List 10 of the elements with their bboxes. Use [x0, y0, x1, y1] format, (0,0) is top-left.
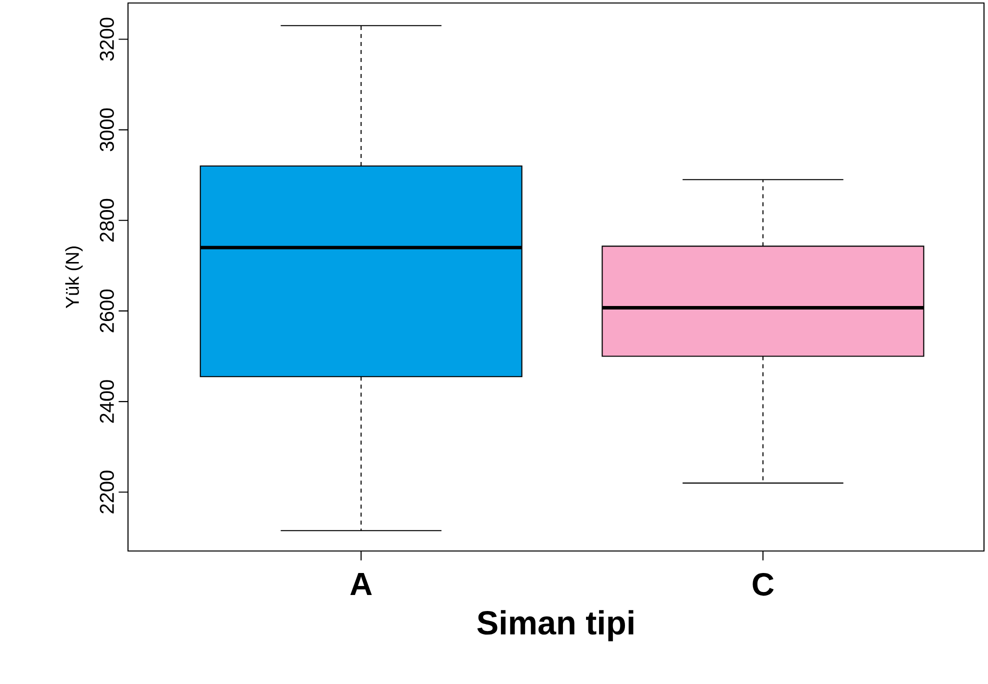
x-axis-title: Siman tipi	[477, 610, 634, 642]
y-tick-label: 2200	[100, 470, 114, 514]
y-tick-label: 2400	[100, 380, 114, 423]
y-tick-label: 3200	[100, 18, 114, 61]
y-tick-label: 3000	[100, 108, 114, 152]
y-tick-label: 2600	[100, 290, 114, 332]
y-axis-title: Yük (N)	[65, 246, 83, 308]
x-tick-label: C	[752, 573, 774, 596]
y-tick-label: 2800	[100, 198, 114, 242]
x-tick-label: A	[350, 573, 372, 596]
